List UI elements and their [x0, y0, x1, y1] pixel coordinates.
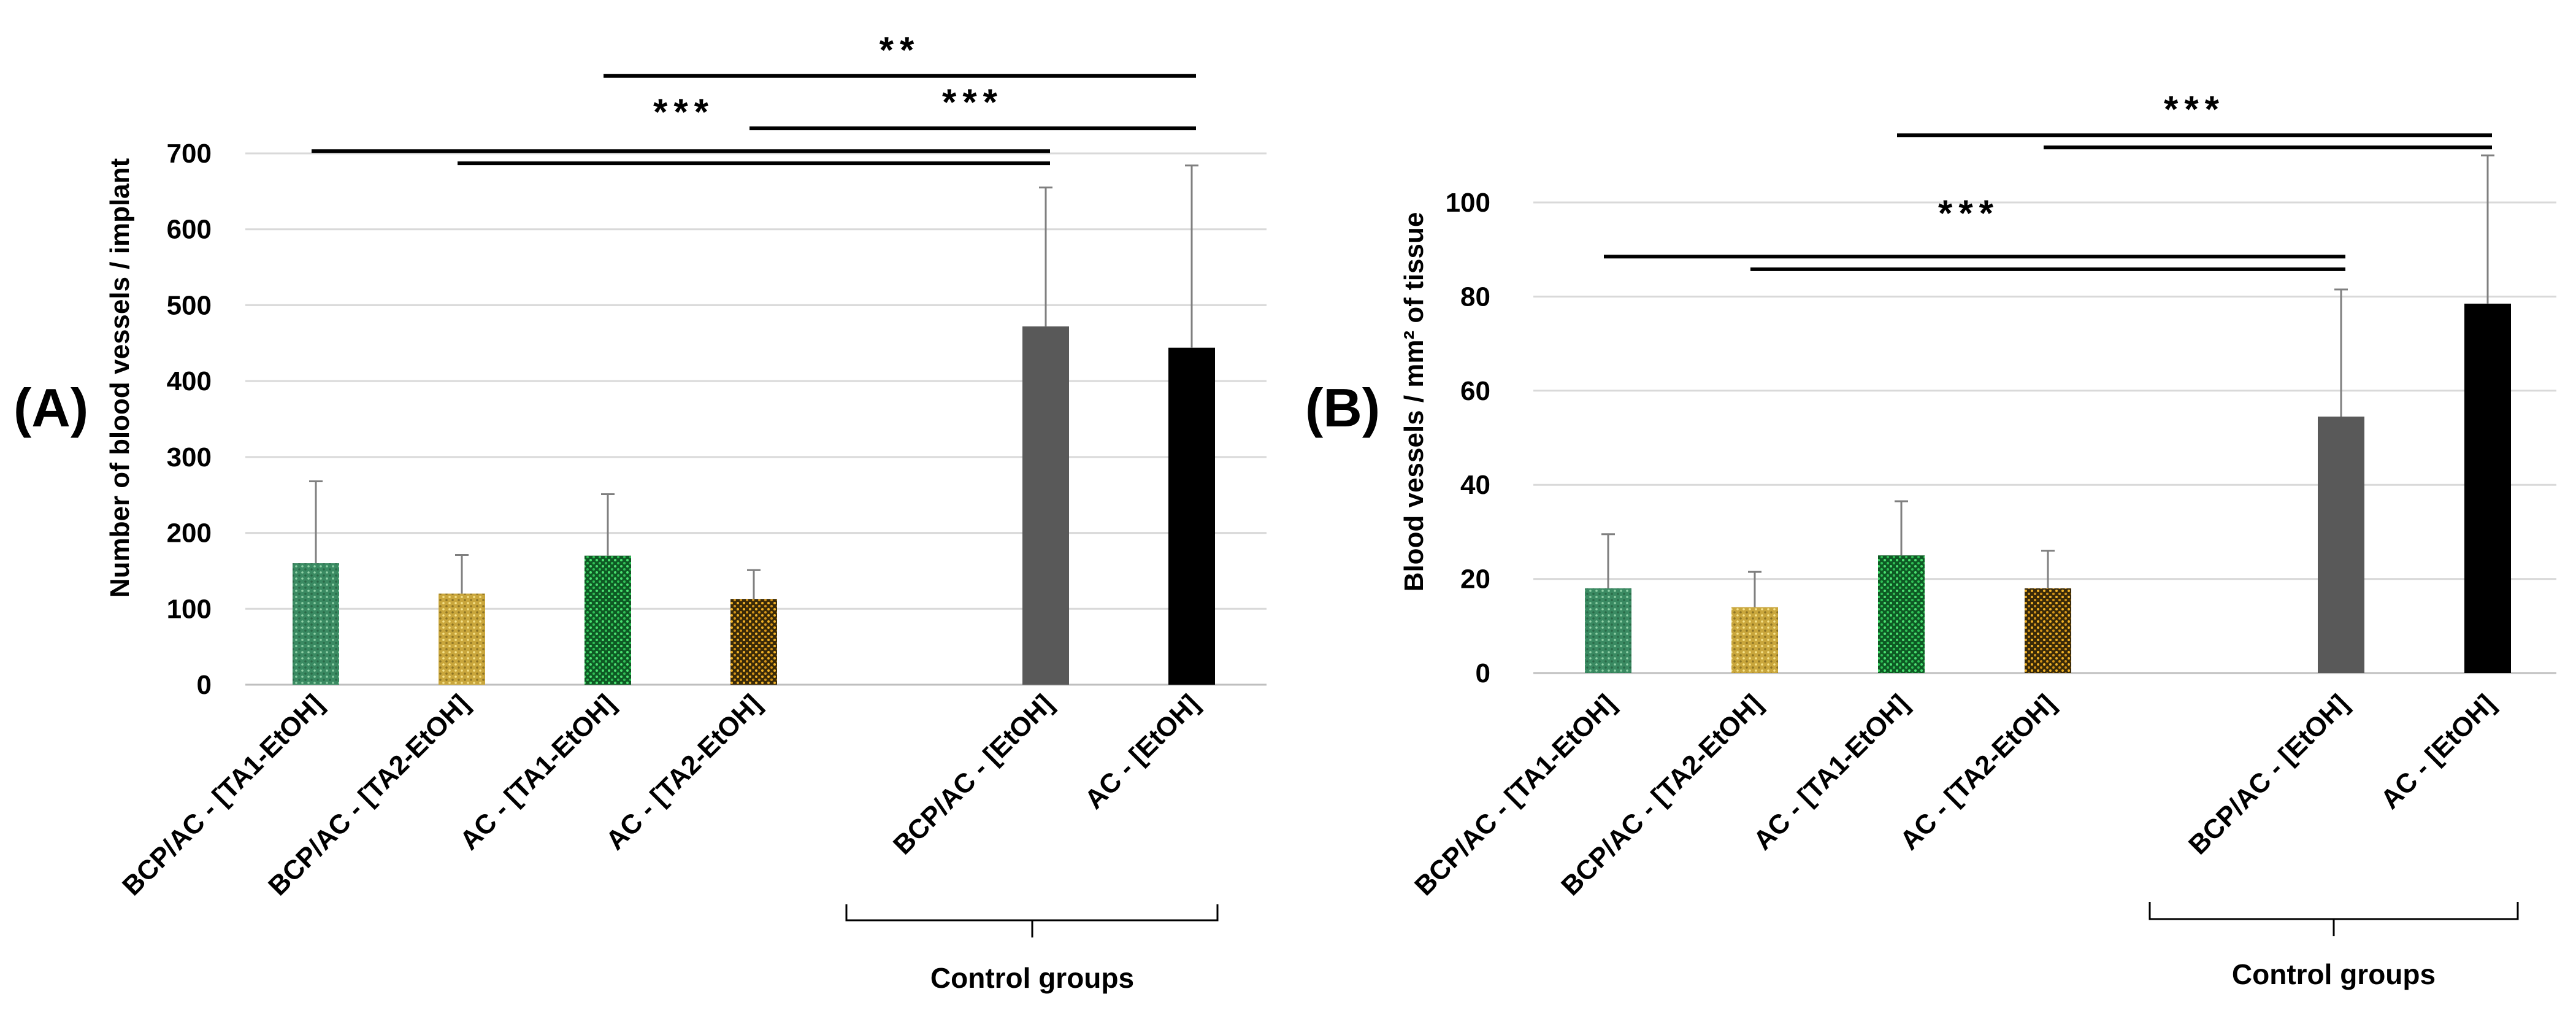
panel-b-bars [1585, 303, 2511, 673]
panel-b-brace-path [2149, 902, 2519, 936]
y-tick-label: 700 [167, 139, 212, 169]
y-tick-label: 300 [167, 442, 212, 472]
y-tick-label: 100 [167, 594, 212, 624]
bar [2318, 416, 2364, 673]
bar [2025, 588, 2071, 673]
panel-b-y-axis-label: Blood vessels / mm² of tissue [1399, 212, 1429, 592]
category-label: AC - [TA1-EtOH] [1748, 688, 1915, 856]
bar [1878, 555, 1925, 673]
y-tick-label: 80 [1460, 282, 1490, 312]
panel-b-error-bars [1601, 154, 2494, 607]
bar [1168, 347, 1215, 685]
significance-stars: ** [880, 29, 921, 71]
y-tick-label: 600 [167, 215, 212, 245]
category-label: BCP/AC - [EtOH] [2183, 688, 2355, 860]
y-tick-label: 0 [197, 670, 212, 700]
panel-a-chart: (A) Number of blood vessels / implant 0 1… [13, 29, 1267, 994]
bar [439, 593, 485, 685]
panel-a-y-ticks: 0 100 200 300 400 500 600 700 [167, 139, 212, 700]
significance-stars: *** [1938, 193, 1999, 234]
panel-a-control-groups-label: Control groups [930, 962, 1134, 994]
category-label: BCP/AC - [EtOH] [887, 688, 1059, 860]
panel-b-significance: *** *** [1604, 88, 2492, 271]
panel-b-gridlines [1533, 201, 2556, 674]
bar [585, 555, 631, 685]
category-label: AC - [TA2-EtOH] [600, 688, 768, 856]
bar [2464, 303, 2511, 673]
category-label: AC - [EtOH] [2375, 688, 2501, 815]
y-tick-label: 60 [1460, 376, 1490, 406]
panel-b-chart: (B) Blood vessels / mm² of tissue 0 20 40 6… [1305, 88, 2556, 990]
y-tick-label: 500 [167, 290, 212, 320]
panel-a-error-bars [309, 164, 1198, 599]
bar [1585, 588, 1631, 673]
panel-a-control-brace: Control groups [845, 904, 1219, 994]
y-tick-label: 400 [167, 366, 212, 396]
panel-a-label: (A) [13, 377, 88, 438]
bar [1731, 607, 1778, 673]
panel-a-brace-path [845, 904, 1219, 937]
y-tick-label: 0 [1476, 658, 1490, 688]
panel-b-y-ticks: 0 20 40 60 80 100 [1446, 188, 1490, 688]
bar [730, 599, 777, 685]
panel-a-category-labels: BCP/AC - [TA1-EtOH]BCP/AC - [TA2-EtOH]AC… [117, 688, 1205, 901]
bar [1022, 326, 1069, 685]
panel-b-label: (B) [1305, 377, 1380, 438]
y-tick-label: 20 [1460, 564, 1490, 595]
y-tick-label: 40 [1460, 470, 1490, 500]
significance-stars: *** [2164, 88, 2225, 129]
bar [293, 563, 339, 685]
significance-stars: *** [942, 82, 1003, 123]
panel-a-bars [293, 326, 1215, 685]
category-label: AC - [TA1-EtOH] [454, 688, 622, 856]
panel-b-category-labels: BCP/AC - [TA1-EtOH]BCP/AC - [TA2-EtOH]AC… [1409, 688, 2501, 901]
panel-a-significance: ***** *** [312, 29, 1196, 166]
y-tick-label: 100 [1446, 188, 1490, 218]
panel-a-y-axis-label: Number of blood vessels / implant [105, 158, 135, 598]
category-label: AC - [EtOH] [1079, 688, 1205, 815]
significance-stars: *** [653, 91, 715, 133]
category-label: AC - [TA2-EtOH] [1895, 688, 2062, 856]
panel-a-gridlines [245, 152, 1267, 686]
panel-b-control-groups-label: Control groups [2232, 958, 2436, 990]
panel-b-control-brace: Control groups [2149, 902, 2519, 990]
y-tick-label: 200 [167, 518, 212, 548]
